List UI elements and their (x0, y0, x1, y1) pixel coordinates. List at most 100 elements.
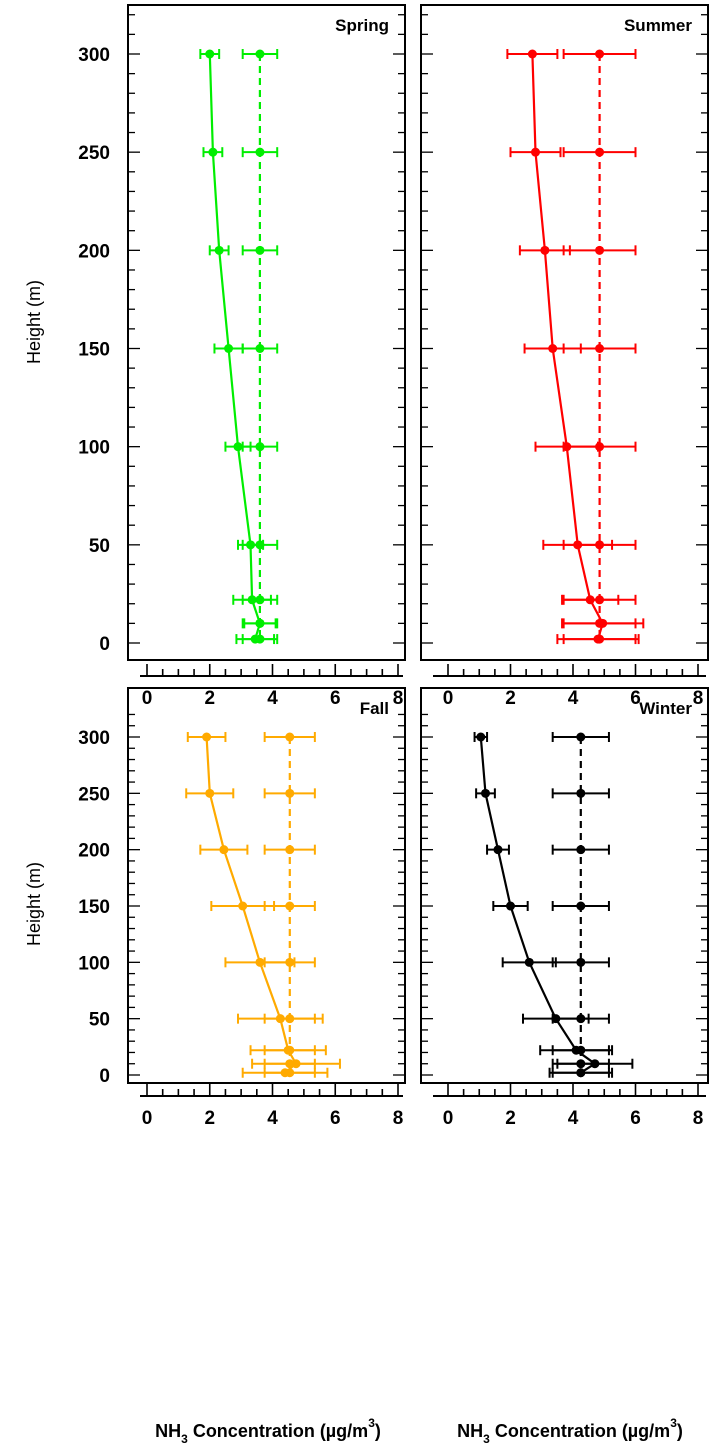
data-point (285, 957, 295, 967)
data-point (531, 147, 540, 157)
data-point (255, 245, 265, 255)
panel-title: Spring (335, 16, 389, 35)
data-point (595, 147, 605, 157)
x-tick-label: 0 (443, 688, 454, 709)
data-point (595, 595, 605, 605)
series-dashed (263, 732, 316, 1078)
data-point (285, 788, 295, 798)
data-point (208, 147, 218, 157)
data-point (595, 442, 605, 452)
y-tick-label: 300 (78, 728, 110, 749)
x-tick-label: 2 (204, 1108, 215, 1129)
x-tick-label: 0 (142, 1108, 153, 1129)
data-point (595, 49, 605, 59)
data-point (595, 344, 605, 353)
y-tick-label: 250 (78, 784, 110, 805)
data-point (576, 1059, 586, 1069)
x-tick-label: 6 (630, 688, 641, 709)
data-point (255, 442, 265, 452)
x-axis: 0 2 4 6 8 (433, 664, 706, 709)
y-axis-title-bottom: Height (m) (24, 862, 44, 946)
data-point (224, 344, 234, 353)
panel-frame (420, 687, 709, 1084)
x-tick-label: 2 (204, 688, 215, 709)
data-point (595, 634, 605, 644)
data-point (202, 732, 212, 742)
x-tick-label: 8 (693, 688, 704, 709)
y-axis-title-top: Height (m) (24, 280, 44, 364)
x-tick-label: 6 (330, 1108, 341, 1129)
panel-title: Winter (639, 699, 692, 718)
panel-title: Fall (360, 699, 389, 718)
x-tick-label: 6 (630, 1108, 641, 1129)
data-point (255, 634, 265, 644)
data-point (285, 1059, 295, 1069)
series-line (531, 53, 604, 640)
data-point (595, 540, 605, 550)
y-tick-label: 100 (78, 438, 110, 459)
data-point (476, 732, 486, 742)
panel-frame (127, 687, 406, 1084)
data-point (493, 845, 503, 855)
data-point (238, 901, 248, 911)
data-point (255, 618, 265, 628)
data-point (205, 788, 215, 798)
x-axis: 0 2 4 6 8 (140, 664, 403, 709)
data-point (285, 732, 295, 742)
data-point (233, 442, 243, 452)
x-tick-label: 0 (142, 688, 153, 709)
y-tick-label: 200 (78, 241, 110, 262)
y-tick-label: 50 (89, 1010, 110, 1031)
y-tick-label: 50 (89, 536, 110, 557)
x-tick-label: 2 (505, 1108, 516, 1129)
panel-summer: 0 2 4 6 8 Summer (420, 4, 709, 709)
data-point (285, 1014, 295, 1024)
data-point (576, 1045, 586, 1055)
data-point (205, 49, 215, 59)
x-tick-label: 8 (393, 688, 404, 709)
data-point (576, 788, 586, 798)
x-tick-label: 4 (267, 1108, 278, 1129)
data-point (285, 901, 295, 911)
series-solid (199, 49, 277, 645)
data-point (481, 788, 490, 798)
x-tick-label: 0 (443, 1108, 454, 1129)
panel-title: Summer (624, 16, 692, 35)
x-axis: 0 2 4 6 8 (140, 1084, 403, 1129)
data-point (548, 344, 558, 353)
series-dashed (241, 49, 279, 645)
data-point (506, 901, 515, 911)
y-tick-label: 200 (78, 841, 110, 862)
data-point (285, 845, 295, 855)
y-tick-label: 0 (99, 634, 110, 655)
y-tick-label: 150 (78, 897, 110, 918)
x-tick-label: 4 (267, 688, 278, 709)
series-line (208, 53, 262, 640)
data-point (285, 1045, 295, 1055)
data-point (255, 49, 265, 59)
data-point (219, 845, 229, 855)
panel-spring: 0 50 100 150 200 250 300 0 2 4 6 8 Spring (78, 4, 406, 709)
panel-frame (420, 4, 709, 661)
x-tick-label: 8 (393, 1108, 404, 1129)
data-point (214, 245, 224, 255)
data-point (576, 732, 586, 742)
x-tick-label: 2 (505, 688, 516, 709)
x-tick-label: 4 (568, 688, 579, 709)
y-tick-label: 100 (78, 953, 110, 974)
x-tick-label: 4 (568, 1108, 579, 1129)
y-tick-label: 300 (78, 45, 110, 66)
y-tick-label: 0 (99, 1066, 110, 1087)
data-point (576, 1068, 586, 1078)
data-point (595, 618, 605, 628)
panel-frame (127, 4, 406, 661)
data-point (527, 49, 537, 59)
x-axis-title-left: NH3 Concentration (µg/m3) (155, 1416, 381, 1446)
data-point (255, 344, 265, 353)
x-axis: 0 2 4 6 8 (433, 1084, 706, 1129)
data-point (576, 1014, 586, 1024)
